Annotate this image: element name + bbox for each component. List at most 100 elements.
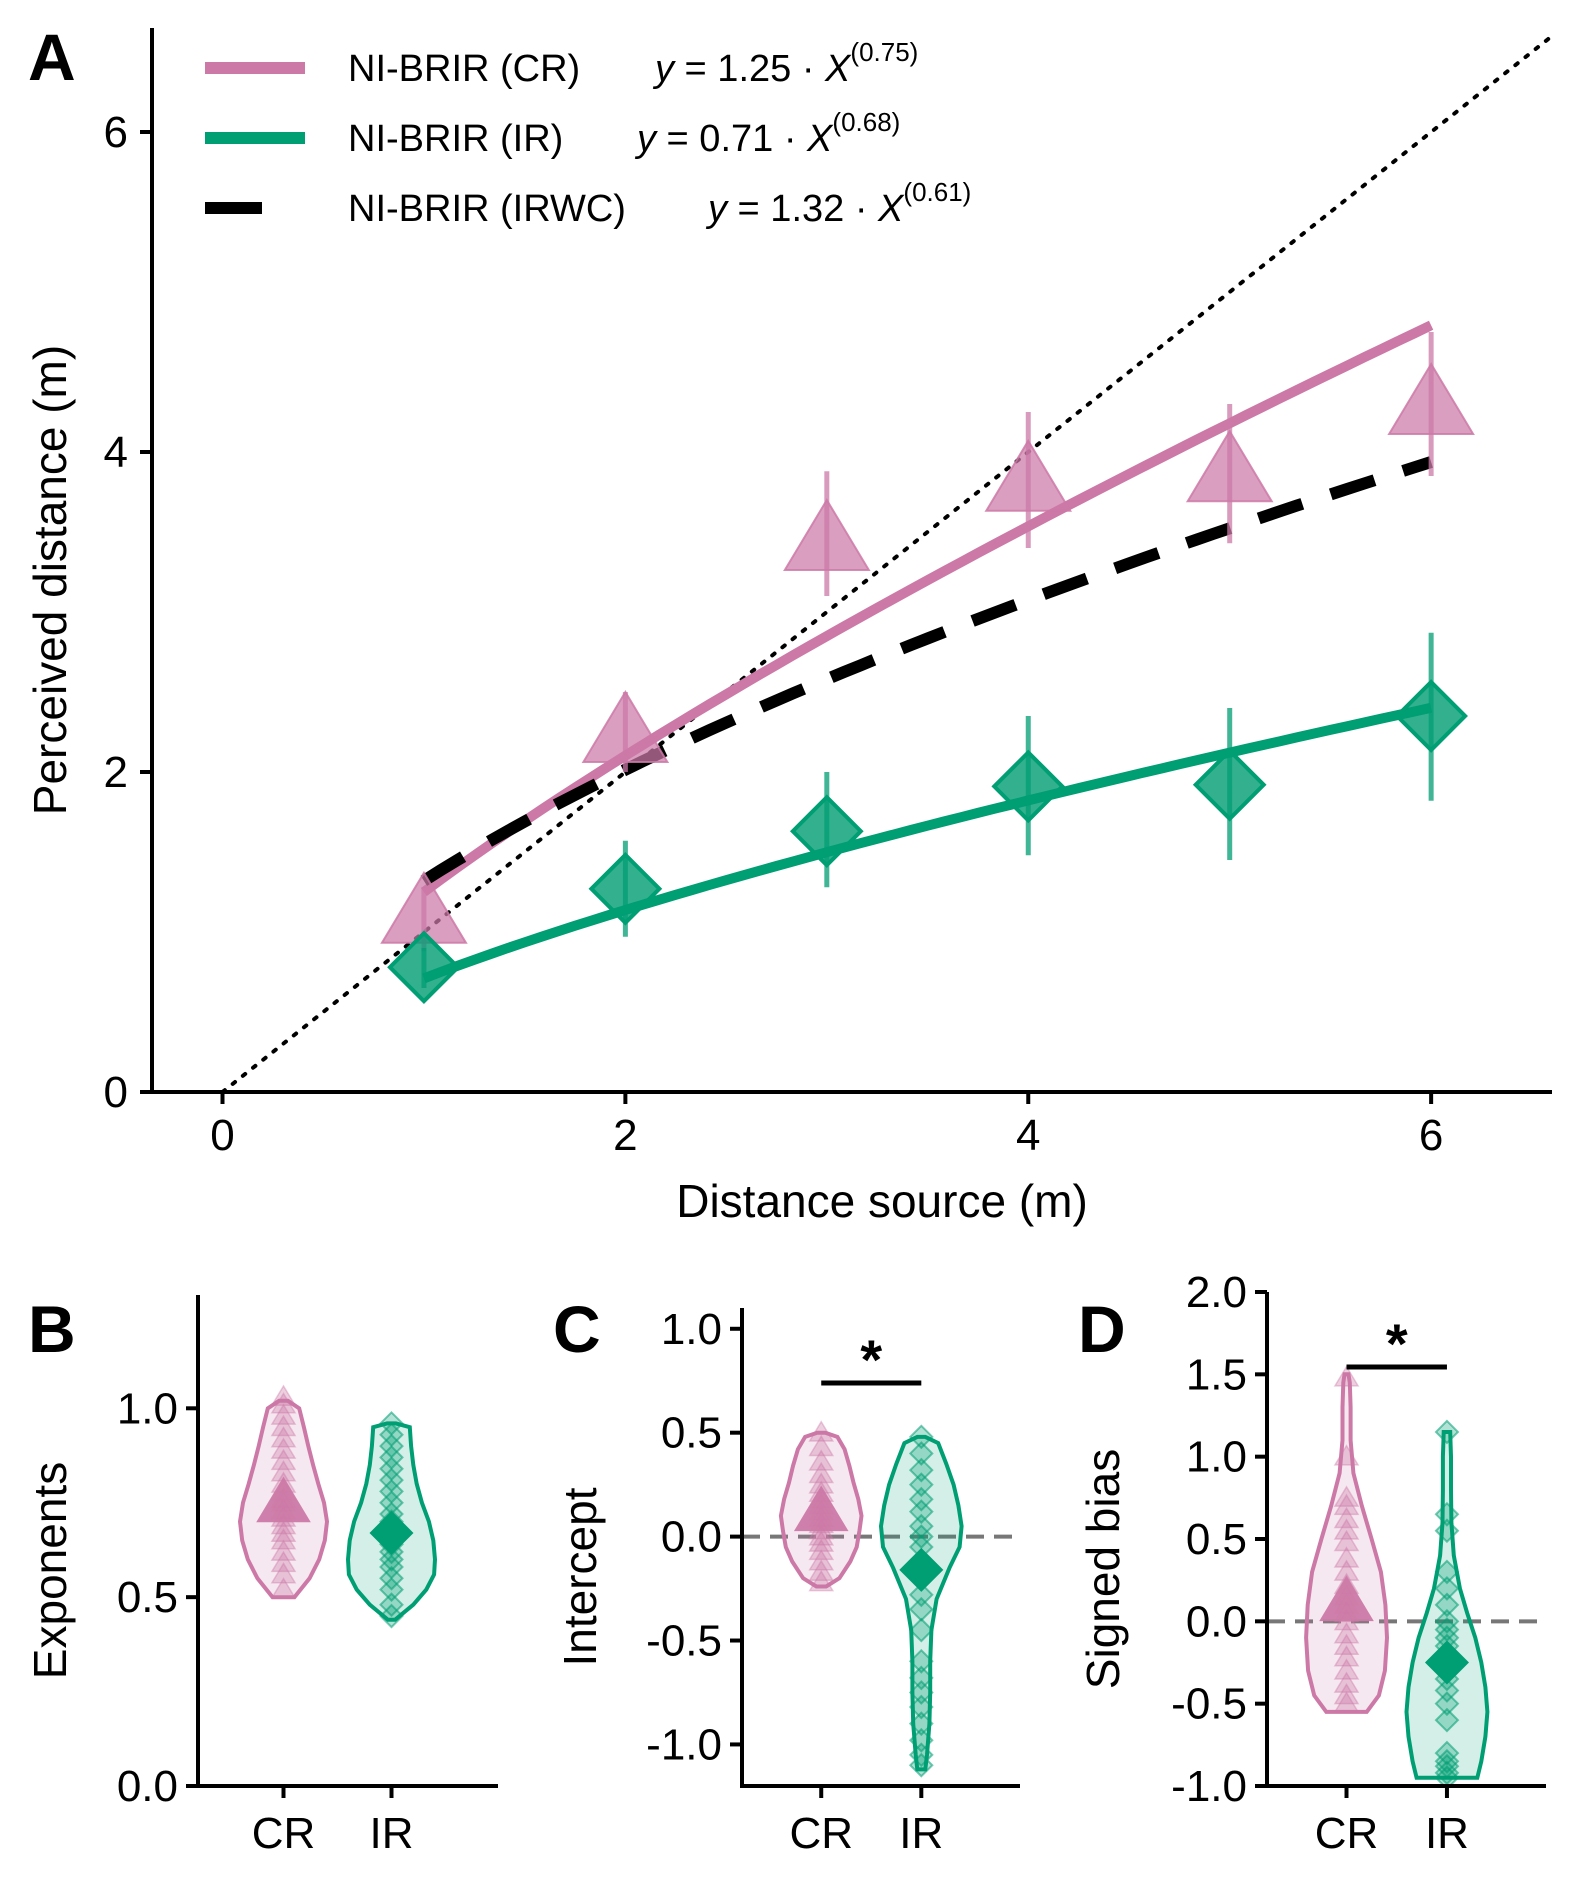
x-tick-label: CR: [789, 1809, 853, 1858]
point-cr: [808, 1549, 835, 1571]
data-point-ir: [1394, 679, 1468, 753]
point-ir: [908, 1513, 934, 1539]
point-cr: [1333, 1444, 1360, 1466]
point-ir: [1434, 1691, 1460, 1717]
point-cr: [270, 1448, 297, 1471]
point-cr: [808, 1434, 835, 1457]
intercept-axis-label: Intercept: [554, 1487, 606, 1666]
point-cr: [1333, 1518, 1360, 1540]
legend-formula-cr: y = 1.25 · X(0.75): [652, 37, 918, 90]
point-cr: [1333, 1671, 1360, 1693]
y-tick-label: 0.0: [117, 1762, 178, 1811]
point-ir: [1434, 1753, 1460, 1779]
mean-cr: [1319, 1575, 1374, 1622]
formula-lhs: y: [634, 118, 658, 160]
y-tick-label: -1.0: [1171, 1762, 1247, 1811]
formula-lhs: y: [705, 188, 729, 230]
formula-exp: (0.61): [903, 177, 971, 207]
data-point-cr: [1387, 362, 1475, 435]
mean-ir: [1424, 1640, 1469, 1685]
point-cr: [808, 1420, 835, 1442]
panel-c-plot: * -1.0 -0.5 0.0 0.5 1.0 CR IR Intercept: [554, 1305, 1020, 1858]
point-ir: [1434, 1740, 1460, 1766]
point-ir: [908, 1617, 934, 1643]
point-cr: [270, 1437, 297, 1459]
point-cr: [808, 1524, 835, 1546]
violin-ir: [1404, 1430, 1490, 1780]
x-tick-label: 0: [210, 1111, 234, 1160]
y-tick-label: 0: [104, 1068, 128, 1117]
point-cr: [1333, 1645, 1360, 1667]
formula-exp: (0.68): [832, 107, 900, 137]
point-cr: [270, 1384, 297, 1406]
point-ir: [908, 1742, 934, 1768]
panel-b-plot: 0.0 0.5 1.0 CR IR Exponents: [24, 1295, 498, 1858]
point-ir: [379, 1592, 404, 1618]
point-ir: [908, 1648, 934, 1674]
mean-ir: [899, 1547, 944, 1592]
y-tick-label: 4: [104, 428, 128, 477]
formula-exp: (0.75): [850, 37, 918, 67]
legend-label-irwc: NI-BRIR (IRWC): [348, 188, 626, 230]
panel-letter-d: D: [1078, 1292, 1126, 1366]
point-ir: [1434, 1501, 1460, 1527]
point-cr: [270, 1577, 297, 1599]
legend-formula-irwc: y = 1.32 · X(0.61): [705, 177, 971, 230]
panel-d-plot: * -1.0 -0.5 0.0 0.5 1.0 1.5 2.0 CR IR Signed bias: [1077, 1268, 1546, 1858]
point-cr: [808, 1449, 835, 1471]
point-cr: [270, 1528, 297, 1550]
point-ir: [908, 1424, 934, 1450]
y-tick-label: 0.0: [1186, 1597, 1247, 1646]
point-ir: [1434, 1608, 1460, 1634]
formula-var: X: [806, 118, 834, 160]
panel-letter-b: B: [28, 1292, 76, 1366]
formula-coef: = 0.71 ·: [656, 118, 807, 160]
point-ir: [908, 1486, 934, 1512]
y-tick-label: -0.5: [1171, 1680, 1247, 1729]
point-cr: [808, 1559, 835, 1581]
point-cr: [270, 1539, 297, 1561]
point-ir: [908, 1499, 934, 1525]
fit-line-ir: [422, 702, 1433, 984]
formula-var: X: [877, 188, 905, 230]
point-cr: [808, 1530, 835, 1552]
point-cr: [1333, 1658, 1360, 1680]
mean-ir: [369, 1510, 414, 1555]
y-tick-label: 0.5: [117, 1573, 178, 1622]
point-ir: [908, 1711, 934, 1737]
y-tick-label: 0.5: [661, 1409, 722, 1458]
point-ir: [908, 1694, 934, 1720]
panel-letter-a: A: [28, 20, 76, 94]
point-ir: [908, 1457, 934, 1483]
legend-label-ir: NI-BRIR (IR): [348, 118, 563, 160]
formula-var: X: [824, 48, 852, 90]
fit-line-cr: [420, 320, 1434, 897]
point-cr: [1333, 1485, 1360, 1507]
data-point-ir: [991, 749, 1066, 824]
formula-coef: = 1.32 ·: [727, 188, 878, 230]
y-tick-label: 0.0: [661, 1513, 722, 1562]
point-cr: [1333, 1365, 1360, 1387]
point-cr: [808, 1569, 835, 1592]
signed-bias-axis-label: Signed bias: [1077, 1449, 1129, 1689]
mean-cr: [793, 1485, 849, 1532]
point-cr: [270, 1414, 297, 1437]
legend-label-cr: NI-BRIR (CR): [348, 48, 580, 90]
violin-cr: [1304, 1372, 1390, 1714]
point-ir: [908, 1472, 934, 1498]
legend-formula-ir: y = 0.71 · X(0.68): [634, 107, 900, 160]
point-ir: [1434, 1592, 1460, 1618]
point-cr: [1333, 1622, 1360, 1644]
point-cr: [808, 1538, 835, 1561]
point-cr: [270, 1426, 297, 1448]
point-cr: [270, 1562, 297, 1584]
x-tick-label: 6: [1419, 1111, 1443, 1160]
point-ir: [908, 1727, 934, 1753]
data-point-ir: [588, 851, 663, 926]
point-ir: [908, 1582, 934, 1608]
data-point-cr: [581, 690, 670, 763]
y-tick-label: 6: [104, 108, 128, 157]
point-cr: [1333, 1546, 1360, 1568]
formula-lhs: y: [652, 48, 676, 90]
data-point-ir: [387, 930, 461, 1005]
